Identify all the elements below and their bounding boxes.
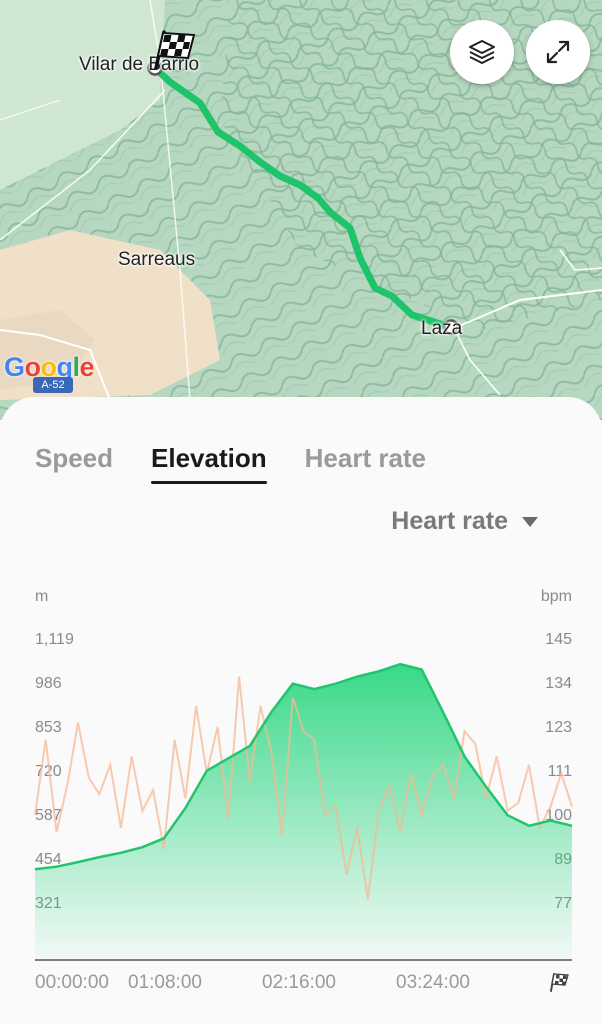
left-tick: 454 — [35, 851, 62, 868]
x-tick: 03:24:00 — [396, 972, 470, 993]
map-label-start-town: Vilar de Barrio — [79, 54, 200, 75]
stats-sheet: Speed Elevation Heart rate Heart rate — [0, 397, 602, 1024]
left-tick: 321 — [35, 895, 62, 912]
tab-heart-rate[interactable]: Heart rate — [304, 443, 427, 473]
right-tick: 145 — [545, 631, 572, 648]
map-label-end-town: Laza — [421, 318, 463, 339]
left-tick: 587 — [35, 807, 62, 824]
right-tick: 111 — [547, 763, 572, 780]
left-tick: 720 — [35, 763, 62, 780]
left-tick: 1,119 — [35, 631, 74, 648]
right-tick: 89 — [554, 851, 572, 868]
right-tick: 123 — [545, 719, 572, 736]
expand-icon — [546, 40, 570, 64]
x-tick: 02:16:00 — [262, 972, 336, 993]
left-tick: 986 — [35, 675, 62, 692]
left-axis-unit: m — [35, 588, 49, 605]
left-tick: 853 — [35, 719, 62, 736]
overlay-metric-dropdown[interactable]: Heart rate — [391, 507, 538, 536]
right-tick: 100 — [545, 807, 572, 824]
finish-flag-icon — [550, 973, 569, 992]
chart-tabs: Speed Elevation Heart rate — [35, 443, 427, 484]
route-map[interactable]: Vilar de Barrio Sarreaus Laza Google A-5… — [0, 0, 602, 420]
finish-flag-icon — [154, 30, 196, 70]
overlay-metric-label: Heart rate — [391, 507, 508, 535]
right-axis-unit: bpm — [540, 588, 572, 605]
expand-button[interactable] — [526, 20, 590, 84]
google-logo: Google — [4, 352, 95, 382]
tab-speed[interactable]: Speed — [35, 443, 114, 473]
layers-button[interactable] — [450, 20, 514, 84]
right-tick: 77 — [554, 895, 572, 912]
tab-elevation[interactable]: Elevation — [151, 443, 267, 484]
caret-down-icon — [522, 516, 538, 527]
road-shield: A-52 — [33, 377, 73, 393]
x-tick: 00:00:00 — [35, 972, 109, 993]
route-line — [151, 64, 454, 331]
layers-icon — [469, 40, 495, 64]
right-tick: 134 — [545, 675, 572, 692]
route-end-marker — [443, 319, 459, 335]
x-tick: 01:08:00 — [128, 972, 202, 993]
map-label-town: Sarreaus — [118, 249, 196, 270]
